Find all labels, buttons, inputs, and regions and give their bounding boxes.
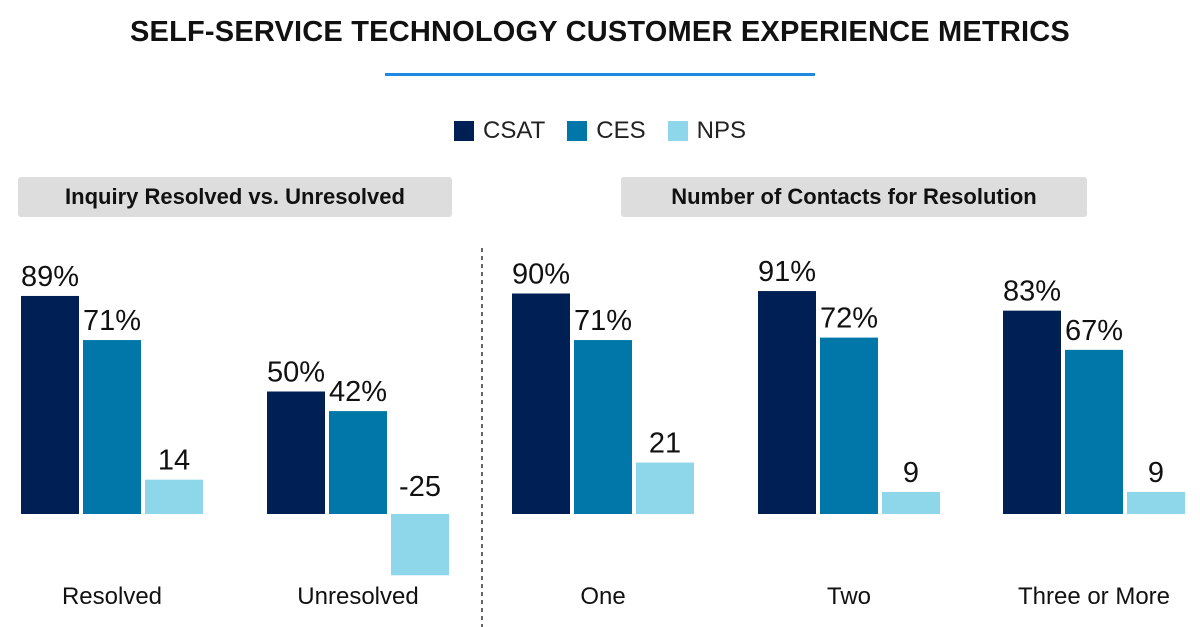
category-label-resolved: Resolved (62, 583, 162, 610)
legend-swatch-csat (454, 121, 475, 141)
data-label-three-or-more-ces: 67% (1065, 315, 1123, 347)
legend-swatch-nps (667, 121, 688, 141)
bar-unresolved-nps (391, 514, 449, 576)
data-label-resolved-nps: 14 (158, 445, 190, 477)
data-label-three-or-more-nps: 9 (1148, 457, 1164, 489)
category-label-unresolved: Unresolved (297, 583, 418, 610)
data-label-one-ces: 71% (574, 305, 632, 337)
legend-label-nps: NPS (696, 117, 746, 144)
data-label-two-nps: 9 (903, 457, 919, 489)
legend: CSAT CES NPS (0, 117, 1200, 145)
bar-unresolved-ces (329, 411, 387, 514)
bar-two-ces (820, 337, 878, 514)
legend-swatch-ces (567, 121, 588, 141)
panel-title-contacts: Number of Contacts for Resolution (621, 177, 1087, 217)
data-label-resolved-csat: 89% (21, 261, 79, 293)
bar-three-or-more-ces (1065, 349, 1123, 514)
data-label-three-or-more-csat: 83% (1003, 276, 1061, 308)
data-label-unresolved-nps: -25 (399, 471, 441, 503)
bar-three-or-more-csat (1003, 310, 1061, 514)
bar-resolved-ces (83, 340, 141, 514)
data-label-one-nps: 21 (649, 428, 681, 460)
panel-title-resolution-status: Inquiry Resolved vs. Unresolved (18, 177, 452, 217)
legend-label-csat: CSAT (483, 117, 546, 144)
category-label-two: Two (827, 583, 871, 610)
data-label-two-csat: 91% (758, 256, 816, 288)
data-label-one-csat: 90% (512, 259, 570, 291)
bar-unresolved-csat (267, 391, 325, 514)
bar-two-csat (758, 291, 816, 514)
bar-one-nps (636, 462, 694, 514)
category-label-one: One (580, 583, 625, 610)
bar-resolved-csat (21, 295, 79, 514)
legend-item-nps: NPS (667, 117, 746, 145)
data-label-unresolved-csat: 50% (267, 357, 325, 389)
legend-item-csat: CSAT (454, 117, 545, 145)
data-label-two-ces: 72% (820, 303, 878, 335)
bar-two-nps (882, 491, 940, 514)
chart-title: SELF-SERVICE TECHNOLOGY CUSTOMER EXPERIE… (130, 16, 1070, 48)
category-label-three-or-more: Three or More (1018, 583, 1170, 610)
legend-item-ces: CES (567, 117, 646, 145)
bar-one-csat (512, 293, 570, 514)
bar-resolved-nps (145, 479, 203, 514)
data-label-resolved-ces: 71% (83, 305, 141, 337)
title-underline (385, 73, 815, 76)
data-label-unresolved-ces: 42% (329, 376, 387, 408)
legend-label-ces: CES (596, 117, 646, 144)
bar-three-or-more-nps (1127, 491, 1185, 514)
bar-one-ces (574, 340, 632, 514)
